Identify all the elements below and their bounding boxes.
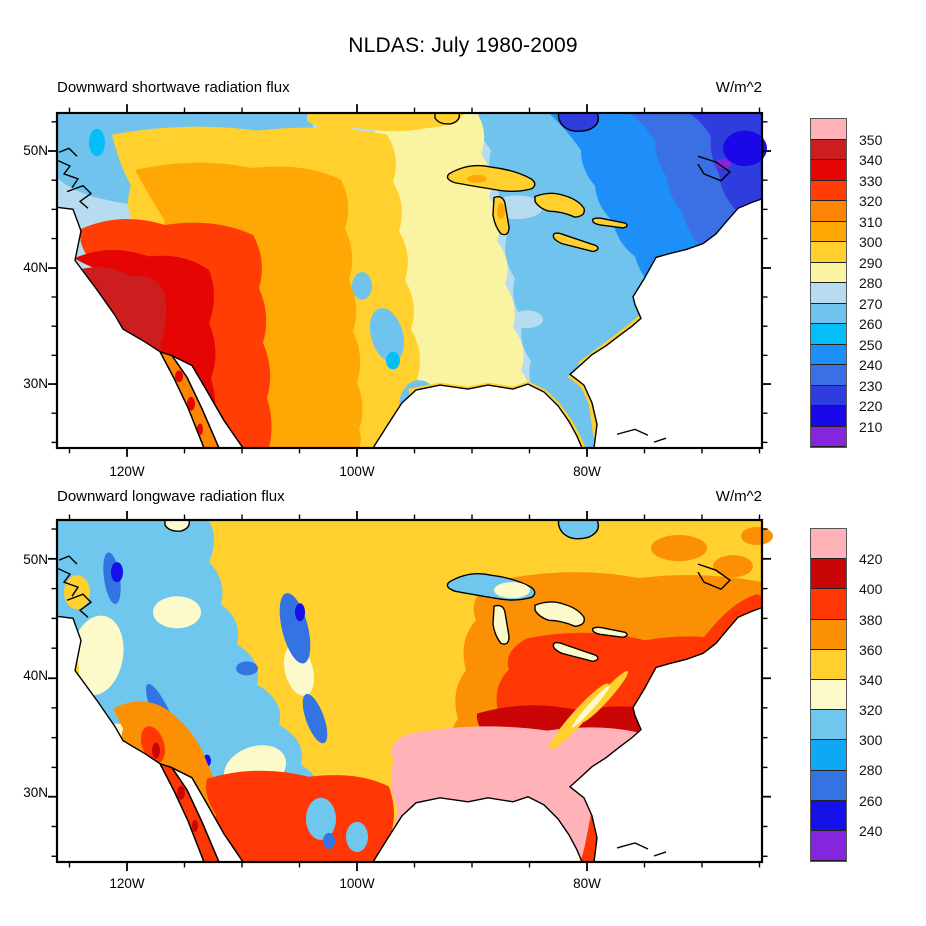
colorbar-cell bbox=[811, 740, 846, 771]
colorbar-cell bbox=[811, 559, 846, 590]
colorbar-label: 330 bbox=[859, 172, 883, 189]
colorbar-label: 340 bbox=[859, 671, 883, 688]
colorbar-label: 420 bbox=[859, 551, 883, 568]
longwave-panel-title: Downward longwave radiation flux bbox=[57, 488, 285, 505]
colorbar-cell bbox=[811, 619, 846, 650]
map-frame bbox=[55, 111, 764, 450]
colorbar-label: 320 bbox=[859, 193, 883, 209]
x-tick-label: 80W bbox=[573, 464, 601, 479]
colorbar-label: 280 bbox=[859, 762, 883, 779]
colorbar-label: 310 bbox=[859, 213, 883, 230]
colorbar-cell bbox=[811, 139, 846, 160]
colorbar-label: 240 bbox=[859, 822, 883, 839]
colorbar-label: 400 bbox=[859, 581, 883, 598]
colorbar-label: 350 bbox=[859, 131, 883, 148]
x-tick-label: 100W bbox=[339, 876, 375, 891]
colorbar-cell bbox=[811, 426, 846, 447]
colorbar-label: 240 bbox=[859, 357, 883, 373]
colorbar-cell bbox=[811, 710, 846, 741]
axis-ticks bbox=[48, 510, 771, 872]
map-frame bbox=[55, 518, 764, 864]
y-tick-label: 50N bbox=[23, 552, 48, 567]
x-tick-label: 80W bbox=[573, 876, 601, 891]
y-tick-label: 40N bbox=[23, 668, 48, 683]
shortwave-panel-title: Downward shortwave radiation flux bbox=[57, 79, 290, 96]
colorbar-label: 260 bbox=[859, 792, 883, 809]
colorbar-cell bbox=[811, 800, 846, 831]
great-lakes bbox=[434, 112, 628, 253]
figure-title: NLDAS: July 1980-2009 bbox=[348, 34, 578, 57]
colorbar-label: 220 bbox=[859, 398, 883, 414]
colorbar-label: 260 bbox=[859, 316, 883, 332]
shortwave-units-label: W/m^2 bbox=[715, 79, 762, 96]
colorbar-cell bbox=[811, 830, 846, 862]
colorbar-cell bbox=[811, 324, 846, 345]
colorbar-cell bbox=[811, 649, 846, 680]
longwave-units-label: W/m^2 bbox=[715, 488, 762, 505]
colorbar-cell bbox=[811, 180, 846, 201]
colorbar-label: 280 bbox=[859, 275, 883, 291]
x-tick-label: 120W bbox=[109, 876, 145, 891]
colorbar-label: 270 bbox=[859, 295, 883, 312]
colorbar-cell bbox=[811, 529, 846, 560]
colorbar-cell bbox=[811, 201, 846, 222]
shortwave-colorbar: 350 340 330 320 310 300 290 280 270 260 250 240 230 2… bbox=[810, 118, 882, 448]
longwave-colorbar: 420 400 380 360 340 320 300 280 260 240 bbox=[810, 528, 882, 862]
great-lakes bbox=[164, 519, 628, 663]
colorbar-cell bbox=[811, 770, 846, 801]
colorbar-label: 360 bbox=[859, 641, 883, 658]
colorbar-label: 210 bbox=[859, 418, 883, 435]
axis-ticks bbox=[48, 104, 771, 457]
y-tick-label: 30N bbox=[23, 376, 48, 391]
colorbar-label: 250 bbox=[859, 336, 883, 353]
colorbar-cell bbox=[811, 385, 846, 406]
colorbar-cell bbox=[811, 119, 846, 140]
colorbar-cell bbox=[811, 160, 846, 181]
colorbar-cell bbox=[811, 221, 846, 242]
x-tick-label: 120W bbox=[109, 464, 145, 479]
y-tick-label: 40N bbox=[23, 260, 48, 275]
colorbar-cell bbox=[811, 303, 846, 324]
colorbar-cell bbox=[811, 365, 846, 386]
colorbar-label: 300 bbox=[859, 732, 883, 749]
y-tick-label: 50N bbox=[23, 143, 48, 158]
colorbar-cell bbox=[811, 679, 846, 711]
y-tick-label: 30N bbox=[23, 785, 48, 800]
colorbar-cell bbox=[811, 589, 846, 620]
colorbar-cell bbox=[811, 242, 846, 263]
x-tick-label: 100W bbox=[339, 464, 375, 479]
colorbar-label: 300 bbox=[859, 234, 883, 250]
colorbar-label: 290 bbox=[859, 254, 883, 271]
ocean bbox=[57, 607, 763, 863]
shortwave-map bbox=[48, 104, 771, 457]
colorbar-cell bbox=[811, 283, 846, 304]
longwave-map bbox=[48, 510, 773, 872]
colorbar-label: 340 bbox=[859, 152, 883, 168]
colorbar-cell bbox=[811, 344, 846, 365]
colorbar-cell bbox=[811, 406, 846, 427]
colorbar-label: 320 bbox=[859, 702, 883, 719]
colorbar-label: 380 bbox=[859, 611, 883, 628]
colorbar-cell bbox=[811, 262, 846, 283]
colorbar-label: 230 bbox=[859, 377, 883, 394]
